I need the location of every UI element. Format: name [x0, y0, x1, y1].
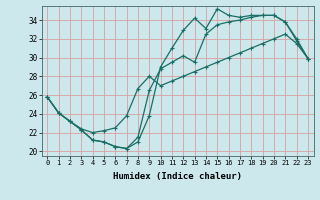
X-axis label: Humidex (Indice chaleur): Humidex (Indice chaleur) [113, 172, 242, 181]
